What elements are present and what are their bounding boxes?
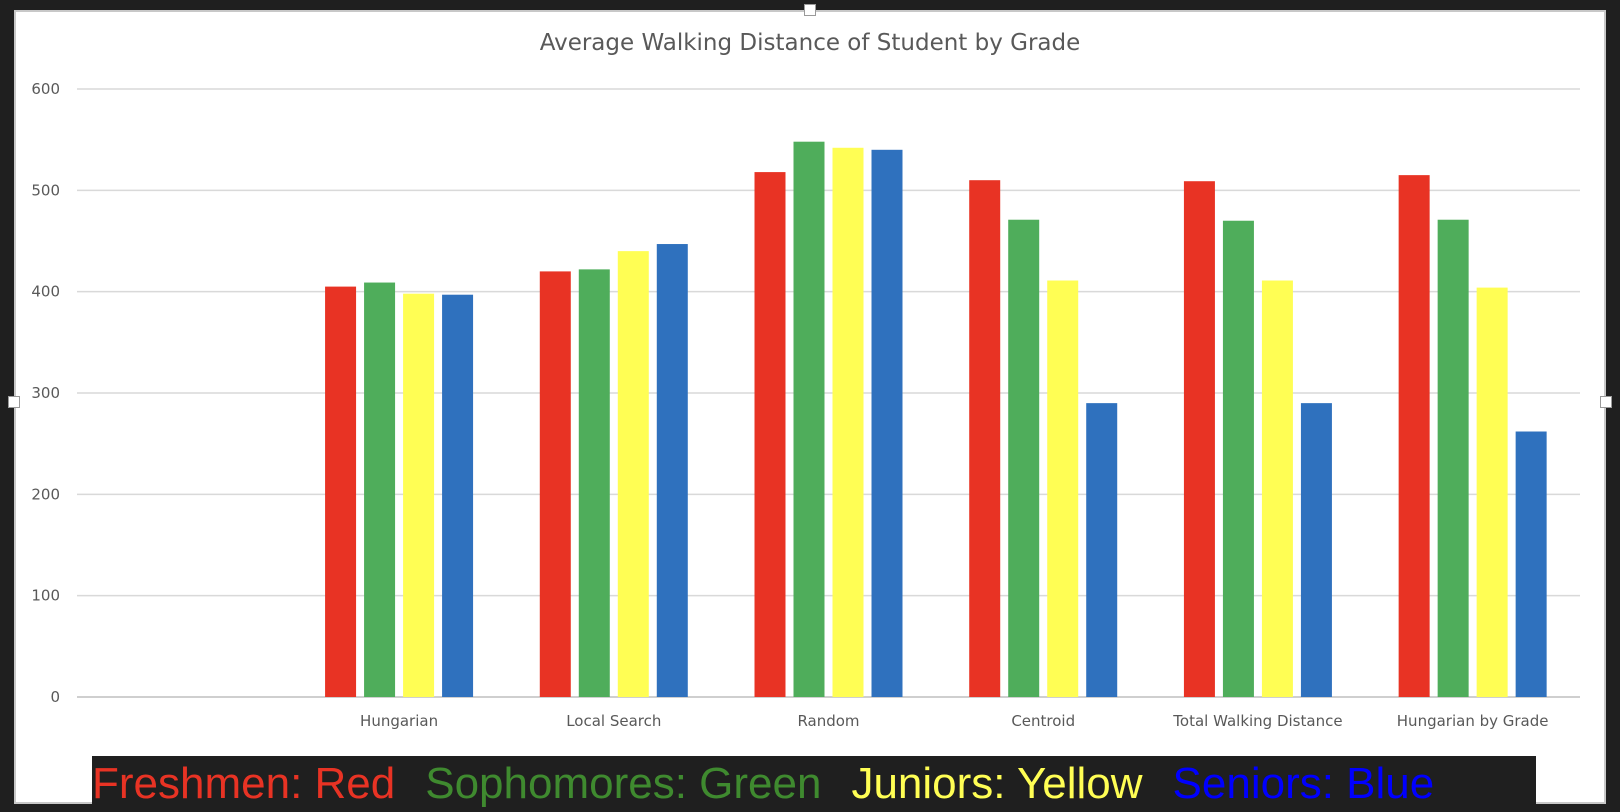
- legend: Freshmen: Red Sophomores: Green Juniors: Y…: [92, 756, 1536, 812]
- bar: [1222, 220, 1254, 697]
- x-tick-label: Random: [797, 712, 859, 730]
- y-tick-label: 500: [31, 181, 60, 199]
- y-tick-label: 100: [31, 587, 60, 605]
- bar: [832, 147, 864, 698]
- x-tick-label: Centroid: [1011, 712, 1075, 730]
- bar: [1476, 287, 1508, 697]
- y-tick-label: 300: [31, 384, 60, 402]
- bar: [1300, 403, 1332, 697]
- resize-handle-left[interactable]: [8, 396, 20, 408]
- bar: [793, 141, 825, 697]
- bar: [871, 149, 903, 698]
- legend-entry: Seniors: Blue: [1172, 759, 1435, 808]
- resize-handle-top[interactable]: [804, 4, 816, 16]
- legend-entry: Juniors: Yellow: [851, 759, 1143, 808]
- x-tick-label: Hungarian by Grade: [1397, 712, 1549, 730]
- bar: [1008, 219, 1040, 697]
- bar: [364, 282, 396, 697]
- bar: [403, 293, 435, 697]
- bar: [1183, 181, 1215, 698]
- bar: [1261, 280, 1293, 697]
- bar: [617, 251, 649, 697]
- bar: [1437, 219, 1469, 697]
- resize-handle-right[interactable]: [1600, 396, 1612, 408]
- y-tick-label: 600: [31, 80, 60, 98]
- y-tick-label: 400: [31, 283, 60, 301]
- x-tick-label: Total Walking Distance: [1172, 712, 1342, 730]
- bar: [969, 180, 1001, 697]
- bar: [1086, 403, 1118, 697]
- y-tick-label: 0: [50, 688, 60, 706]
- bar: [656, 244, 688, 698]
- bar: [1398, 175, 1430, 698]
- x-tick-label: Hungarian: [360, 712, 438, 730]
- bar: [1515, 431, 1547, 697]
- x-tick-label: Local Search: [566, 712, 661, 730]
- bar: [578, 269, 610, 697]
- y-tick-label: 200: [31, 485, 60, 503]
- bar: [754, 172, 786, 698]
- legend-entry: Sophomores: Green: [425, 759, 822, 808]
- chart-title: Average Walking Distance of Student by G…: [539, 30, 1081, 56]
- bar: [442, 294, 474, 697]
- bar: [1047, 280, 1079, 697]
- bar: [325, 286, 357, 697]
- bar: [539, 271, 571, 697]
- legend-entry: Freshmen: Red: [92, 759, 396, 808]
